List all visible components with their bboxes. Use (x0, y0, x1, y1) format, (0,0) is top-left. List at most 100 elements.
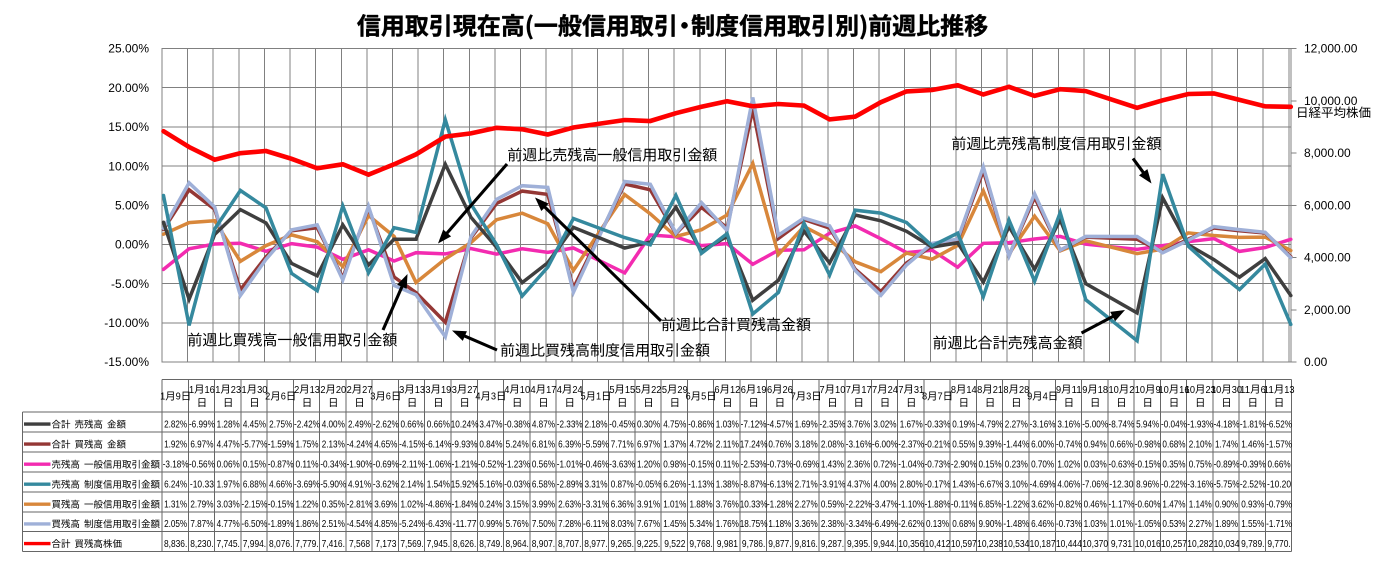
svg-text:0.68%: 0.68% (1162, 440, 1185, 451)
svg-text:27: 27 (362, 385, 372, 396)
svg-text:-6.13%: -6.13% (767, 480, 793, 491)
svg-text:9,731: 9,731 (1111, 539, 1133, 550)
svg-text:9,522: 9,522 (664, 539, 686, 550)
svg-text:9,225.: 9,225. (637, 539, 660, 550)
svg-text:18: 18 (1098, 385, 1108, 396)
svg-text:3.31%: 3.31% (584, 480, 607, 491)
svg-text:0.94%: 0.94% (1084, 440, 1107, 451)
svg-text:-0.89%: -0.89% (1214, 460, 1240, 471)
svg-text:-2.15%: -2.15% (242, 500, 268, 511)
svg-text:-0.60%: -0.60% (1135, 500, 1161, 511)
svg-text:10: 10 (1211, 385, 1221, 396)
svg-text:13: 13 (310, 385, 320, 396)
svg-text:2: 2 (294, 385, 299, 396)
svg-text:8,230.: 8,230. (190, 539, 213, 550)
svg-text:6: 6 (767, 385, 772, 396)
svg-text:0.11%: 0.11% (716, 460, 739, 471)
svg-text:7: 7 (872, 385, 877, 396)
svg-text:0.00: 0.00 (1304, 355, 1328, 369)
svg-text:0.93%: 0.93% (1241, 500, 1264, 511)
svg-text:2.05%: 2.05% (164, 519, 187, 530)
svg-text:4.66%: 4.66% (269, 480, 292, 491)
svg-text:1.18%: 1.18% (768, 519, 791, 530)
svg-text:6.88%: 6.88% (243, 480, 266, 491)
svg-text:4.72%: 4.72% (690, 440, 713, 451)
svg-text:10,000.00: 10,000.00 (1304, 94, 1358, 108)
svg-text:7: 7 (846, 385, 851, 396)
svg-text:10,444: 10,444 (1056, 539, 1082, 550)
svg-text:4: 4 (557, 385, 562, 396)
svg-text:15: 15 (625, 385, 635, 396)
svg-text:-4.69%: -4.69% (1030, 480, 1056, 491)
svg-text:20: 20 (336, 385, 346, 396)
svg-text:4.47%: 4.47% (217, 440, 240, 451)
svg-text:1: 1 (160, 392, 165, 403)
svg-text:-2.42%: -2.42% (294, 420, 320, 431)
svg-text:-4.18%: -4.18% (1214, 420, 1240, 431)
svg-text:0.15%: 0.15% (243, 460, 266, 471)
svg-text:-10.33: -10.33 (190, 480, 214, 491)
svg-text:0.00%: 0.00% (115, 238, 149, 252)
svg-text:-1.59%: -1.59% (268, 440, 294, 451)
svg-text:0.15%: 0.15% (979, 460, 1002, 471)
svg-text:7,569.: 7,569. (400, 539, 423, 550)
svg-text:1.89%: 1.89% (1215, 519, 1238, 530)
svg-text:10,034: 10,034 (1214, 539, 1240, 550)
svg-text:25.00%: 25.00% (108, 42, 149, 56)
svg-text:6.97%: 6.97% (637, 440, 660, 451)
svg-text:0.35%: 0.35% (1162, 460, 1185, 471)
svg-text:1: 1 (242, 385, 247, 396)
svg-text:9,287.: 9,287. (821, 539, 844, 550)
svg-text:8: 8 (1003, 385, 1008, 396)
svg-text:-0.74%: -0.74% (1056, 440, 1082, 451)
svg-text:12,000.00: 12,000.00 (1304, 42, 1358, 56)
svg-text:-0.69%: -0.69% (373, 460, 399, 471)
svg-text:16: 16 (205, 385, 215, 396)
svg-text:3.62%: 3.62% (1031, 500, 1054, 511)
svg-text:9,395.: 9,395. (847, 539, 870, 550)
svg-text:6: 6 (281, 392, 286, 403)
svg-text:10: 10 (835, 385, 845, 396)
svg-text:23: 23 (231, 385, 241, 396)
svg-text:9,816.: 9,816. (794, 539, 817, 550)
svg-text:8,749.: 8,749. (479, 539, 502, 550)
svg-text:6.24%: 6.24% (164, 480, 187, 491)
svg-text:1.47%: 1.47% (1162, 500, 1185, 511)
svg-text:-1.04%: -1.04% (898, 460, 924, 471)
svg-text:19: 19 (441, 385, 451, 396)
svg-text:-1.89%: -1.89% (268, 519, 294, 530)
svg-text:0.66%: 0.66% (1110, 440, 1133, 451)
svg-text:-1.71%: -1.71% (1266, 519, 1292, 530)
svg-text:3: 3 (452, 385, 457, 396)
svg-text:7: 7 (820, 385, 825, 396)
svg-text:-5.24%: -5.24% (399, 519, 425, 530)
svg-text:1.03%: 1.03% (716, 420, 739, 431)
svg-text:13: 13 (415, 385, 425, 396)
svg-text:3: 3 (370, 392, 375, 403)
svg-text:-3.91%: -3.91% (819, 480, 845, 491)
svg-text:4.37%: 4.37% (847, 480, 870, 491)
svg-text:2.18%: 2.18% (584, 420, 607, 431)
svg-text:-3.31%: -3.31% (583, 500, 609, 511)
svg-text:1.02%: 1.02% (1057, 460, 1080, 471)
svg-text:-1.10%: -1.10% (898, 500, 924, 511)
svg-text:19: 19 (756, 385, 766, 396)
svg-text:-0.05%: -0.05% (636, 480, 662, 491)
svg-text:8.03%: 8.03% (611, 519, 634, 530)
svg-text:4.75%: 4.75% (663, 420, 686, 431)
svg-text:0.76%: 0.76% (768, 440, 791, 451)
svg-text:-1.05%: -1.05% (1135, 519, 1161, 530)
svg-text:-15.00%: -15.00% (104, 355, 149, 369)
svg-text:-9.93%: -9.93% (452, 440, 478, 451)
svg-text:-0.52%: -0.52% (478, 460, 504, 471)
svg-text:1.92%: 1.92% (164, 440, 187, 451)
svg-text:27: 27 (467, 385, 477, 396)
svg-text:2.71%: 2.71% (795, 480, 818, 491)
svg-text:-2.35%: -2.35% (819, 420, 845, 431)
svg-text:3.76%: 3.76% (847, 420, 870, 431)
svg-text:1.31%: 1.31% (164, 500, 187, 511)
svg-text:7,994.: 7,994. (243, 539, 266, 550)
svg-text:5.34%: 5.34% (690, 519, 713, 530)
svg-text:-6.67%: -6.67% (977, 480, 1003, 491)
svg-text:10,534: 10,534 (1003, 539, 1029, 550)
